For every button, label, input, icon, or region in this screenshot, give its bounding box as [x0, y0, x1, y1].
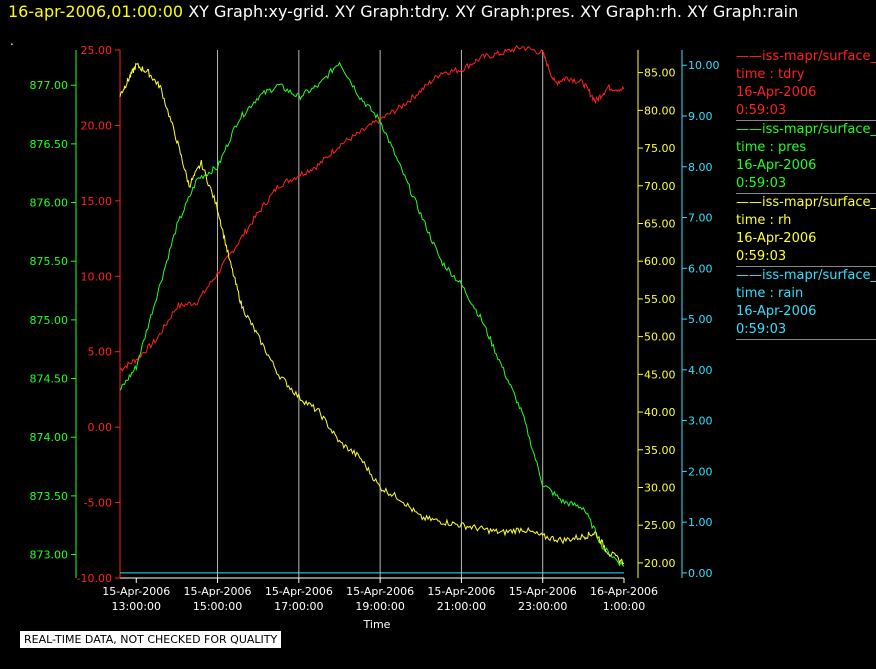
rh-tick-label: 35.00	[644, 444, 676, 457]
rain-tick-label: 3.00	[688, 415, 713, 428]
legend-date: 16-Apr-2006	[736, 158, 817, 173]
header-dot: .	[10, 34, 14, 48]
x-tick-label: 23:00:00	[518, 600, 567, 613]
legend-pair: time : tdry	[736, 67, 805, 82]
rh-tick-label: 20.00	[644, 557, 676, 570]
rain-tick-label: 1.00	[688, 516, 713, 529]
series-rh	[119, 62, 625, 565]
pres-tick-label: 873.50	[30, 490, 69, 503]
pres-tick-label: 876.50	[30, 138, 69, 151]
series-tdry	[119, 44, 625, 372]
legend-pair: time : rain	[736, 286, 804, 301]
x-tick-label: 15-Apr-2006	[265, 585, 333, 598]
graph-list: XY Graph:xy-grid. XY Graph:tdry. XY Grap…	[188, 2, 799, 21]
rain-tick-label: 0.00	[688, 567, 713, 580]
rh-tick-label: 70.00	[644, 180, 676, 193]
rh-tick-label: 65.00	[644, 217, 676, 230]
pres-tick-label: 874.00	[30, 431, 69, 444]
x-tick-label: 1:00:00	[603, 600, 645, 613]
legend-entry-rh: ——iss-mapr/surface_ time : rh 16-Apr-200…	[736, 194, 876, 267]
x-tick-label: 15-Apr-2006	[102, 585, 170, 598]
x-tick-label: 15-Apr-2006	[184, 585, 252, 598]
rh-tick-label: 60.00	[644, 255, 676, 268]
tdry-tick-label: 10.00	[81, 270, 113, 283]
timestamp: 16-apr-2006,01:00:00	[8, 2, 184, 21]
tdry-tick-label: -10.00	[77, 572, 112, 585]
x-tick-label: 15-Apr-2006	[346, 585, 414, 598]
x-tick-label: 15:00:00	[193, 600, 242, 613]
pres-tick-label: 877.00	[30, 79, 69, 92]
rain-tick-label: 10.00	[688, 59, 720, 72]
legend-date: 16-Apr-2006	[736, 304, 817, 319]
rain-tick-label: 4.00	[688, 364, 713, 377]
x-tick-label: 15-Apr-2006	[427, 585, 495, 598]
x-tick-label: 15-Apr-2006	[509, 585, 577, 598]
x-tick-label: 21:00:00	[437, 600, 486, 613]
legend-entry-rain: ——iss-mapr/surface_ time : rain 16-Apr-2…	[736, 267, 876, 340]
x-axis-title: Time	[363, 618, 391, 631]
series-pres	[119, 61, 625, 567]
rain-tick-label: 2.00	[688, 465, 713, 478]
legend-date: 16-Apr-2006	[736, 85, 817, 100]
rain-tick-label: 5.00	[688, 313, 713, 326]
rh-tick-label: 25.00	[644, 519, 676, 532]
rain-tick-label: 9.00	[688, 110, 713, 123]
rh-tick-label: 80.00	[644, 104, 676, 117]
legend-date: 16-Apr-2006	[736, 231, 817, 246]
tdry-tick-label: 20.00	[81, 119, 113, 132]
pres-tick-label: 873.00	[30, 549, 69, 562]
rh-tick-label: 50.00	[644, 331, 676, 344]
legend-time: 0:59:03	[736, 249, 787, 264]
rh-tick-label: 40.00	[644, 406, 676, 419]
quality-notice: REAL-TIME DATA, NOT CHECKED FOR QUALITY	[20, 631, 282, 648]
legend: ——iss-mapr/surface_ time : tdry 16-Apr-2…	[736, 48, 876, 340]
legend-entry-pres: ——iss-mapr/surface_ time : pres 16-Apr-2…	[736, 121, 876, 194]
pres-tick-label: 874.50	[30, 373, 69, 386]
tdry-tick-label: -5.00	[84, 497, 112, 510]
tdry-tick-label: 25.00	[81, 44, 113, 57]
x-tick-label: 19:00:00	[355, 600, 404, 613]
x-tick-label: 13:00:00	[112, 600, 161, 613]
rh-tick-label: 55.00	[644, 293, 676, 306]
rh-tick-label: 30.00	[644, 481, 676, 494]
rh-tick-label: 45.00	[644, 368, 676, 381]
legend-pair: time : pres	[736, 140, 807, 155]
rain-tick-label: 8.00	[688, 161, 713, 174]
tdry-tick-label: 0.00	[88, 421, 113, 434]
legend-name: ——iss-mapr/surface_	[736, 49, 876, 64]
rain-tick-label: 6.00	[688, 262, 713, 275]
legend-pair: time : rh	[736, 213, 792, 228]
legend-entry-tdry: ——iss-mapr/surface_ time : tdry 16-Apr-2…	[736, 48, 876, 121]
tdry-tick-label: 5.00	[88, 346, 113, 359]
x-tick-label: 17:00:00	[274, 600, 323, 613]
legend-time: 0:59:03	[736, 322, 787, 337]
tdry-tick-label: 15.00	[81, 195, 113, 208]
legend-name: ——iss-mapr/surface_	[736, 195, 876, 210]
legend-time: 0:59:03	[736, 103, 787, 118]
pres-tick-label: 876.00	[30, 197, 69, 210]
rain-tick-label: 7.00	[688, 212, 713, 225]
x-tick-label: 16-Apr-2006	[590, 585, 658, 598]
pres-tick-label: 875.50	[30, 255, 69, 268]
legend-name: ——iss-mapr/surface_	[736, 122, 876, 137]
rh-tick-label: 85.00	[644, 67, 676, 80]
chart-header: 16-apr-2006,01:00:00 XY Graph:xy-grid. X…	[8, 2, 798, 21]
rh-tick-label: 75.00	[644, 142, 676, 155]
legend-time: 0:59:03	[736, 176, 787, 191]
legend-name: ——iss-mapr/surface_	[736, 268, 876, 283]
pres-tick-label: 875.00	[30, 314, 69, 327]
